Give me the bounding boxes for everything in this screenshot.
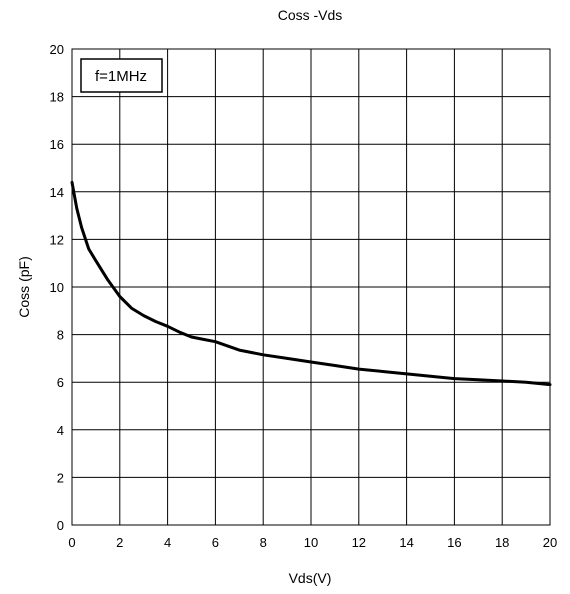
frequency-label: f=1MHz xyxy=(95,68,147,85)
y-tick-label: 8 xyxy=(57,328,64,343)
y-tick-label: 0 xyxy=(57,518,64,533)
y-tick-label: 4 xyxy=(57,423,64,438)
x-tick-label: 10 xyxy=(304,535,318,550)
x-tick-label: 20 xyxy=(543,535,557,550)
y-tick-label: 16 xyxy=(50,137,64,152)
y-tick-label: 18 xyxy=(50,90,64,105)
y-axis-label: Coss (pF) xyxy=(16,256,32,317)
y-tick-label: 20 xyxy=(50,42,64,57)
chart-title: Coss -Vds xyxy=(278,7,343,23)
y-tick-label: 12 xyxy=(50,232,64,247)
x-axis-label: Vds(V) xyxy=(289,570,332,586)
coss-curve xyxy=(70,180,552,387)
y-tick-label: 2 xyxy=(57,470,64,485)
x-tick-label: 14 xyxy=(399,535,413,550)
y-tick-label: 6 xyxy=(57,375,64,390)
x-tick-label: 16 xyxy=(447,535,461,550)
grid xyxy=(72,49,550,525)
y-tick-labels: 0 2 4 6 8 10 12 14 16 18 20 xyxy=(50,42,64,533)
x-tick-label: 2 xyxy=(116,535,123,550)
y-tick-label: 14 xyxy=(50,185,64,200)
x-tick-label: 4 xyxy=(164,535,171,550)
y-tick-label: 10 xyxy=(50,280,64,295)
x-tick-labels: 0 2 4 6 8 10 12 14 16 18 20 xyxy=(68,535,557,550)
x-tick-label: 8 xyxy=(260,535,267,550)
x-tick-label: 0 xyxy=(68,535,75,550)
x-tick-label: 18 xyxy=(495,535,509,550)
x-tick-label: 12 xyxy=(352,535,366,550)
frequency-legend-box: f=1MHz xyxy=(80,58,163,93)
x-tick-label: 6 xyxy=(212,535,219,550)
plot-frame xyxy=(71,48,551,526)
